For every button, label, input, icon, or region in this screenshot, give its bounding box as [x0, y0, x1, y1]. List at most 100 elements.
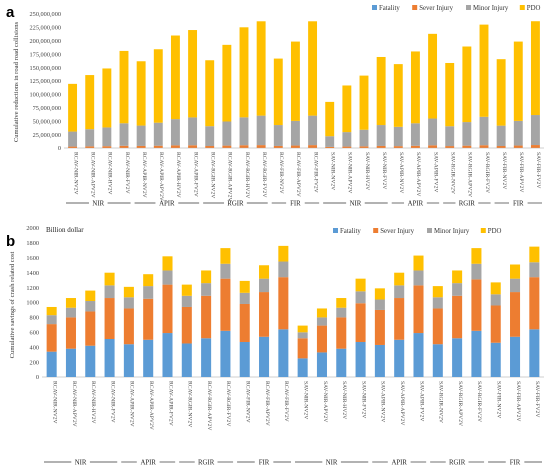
bar-segment	[432, 286, 443, 298]
bar-segment	[394, 272, 405, 286]
category-label: RCAV-NIR-APV2V	[90, 152, 96, 198]
bar-segment	[162, 333, 173, 377]
bar-segment	[205, 126, 215, 147]
y-tick-label: 1800	[26, 240, 39, 247]
category-label: RCAV-FIR-FV2V	[283, 381, 289, 422]
bar-segment	[170, 119, 180, 146]
bar-segment	[205, 60, 215, 127]
group-label: APIR	[408, 200, 424, 207]
bar-segment	[85, 290, 96, 302]
bar-segment	[153, 122, 163, 146]
bar-segment	[102, 146, 112, 148]
bar-segment	[471, 279, 482, 331]
y-tick-label: 125,000,000	[30, 78, 61, 85]
bar-segment	[201, 295, 212, 339]
group-label: RGIR	[459, 200, 476, 207]
bar-segment	[479, 116, 489, 146]
y-tick-label: 100,000,000	[30, 92, 61, 99]
category-label: SAV-RGIR-FV2V	[476, 381, 482, 422]
group-label: FIR	[513, 200, 524, 207]
category-label: RCAV-FIR-APV2V	[264, 381, 270, 426]
bar-segment	[355, 303, 366, 342]
bar-segment	[432, 297, 443, 309]
bar-segment	[510, 336, 521, 377]
bar-segment	[410, 145, 420, 148]
bar-segment	[119, 123, 129, 146]
bar-segment	[201, 338, 212, 377]
group-label: NIR	[92, 200, 104, 207]
group-label: NIR	[326, 459, 338, 466]
y-tick-label: 75,000,000	[33, 105, 61, 112]
legend-label: Fatality	[340, 228, 361, 235]
bar-segment	[162, 270, 173, 285]
bar-segment	[162, 284, 173, 334]
category-label: SAV-NIR-APV2V	[322, 381, 328, 422]
bar-segment	[393, 126, 403, 147]
category-label: RCAV-NIR-FV2V	[124, 152, 130, 194]
bar-segment	[471, 263, 482, 280]
group-label: APIR	[140, 459, 156, 466]
bar-segment	[65, 307, 76, 318]
y-tick-label: 150,000,000	[30, 65, 61, 72]
bar-segment	[239, 27, 249, 118]
bar-segment	[308, 115, 318, 146]
bar-segment	[529, 246, 540, 263]
legend-label: Minor Injury	[434, 228, 470, 235]
legend-label: Minor Injury	[473, 5, 509, 12]
category-label: RCAV-RGIR-APV2V	[206, 381, 212, 430]
bar-segment	[143, 298, 154, 340]
bar-segment	[316, 352, 327, 377]
bar-segment	[445, 126, 455, 147]
y-tick-label: 225,000,000	[30, 25, 61, 32]
bar-segment	[413, 255, 424, 271]
category-label: RCAV-FIR-NV2V	[245, 381, 251, 423]
bar-segment	[529, 262, 540, 278]
panel-label-b: b	[6, 233, 15, 250]
bar-segment	[65, 348, 76, 377]
group-label: FIR	[290, 200, 301, 207]
bar-segment	[413, 285, 424, 334]
bar-segment	[123, 344, 134, 377]
bar-segment	[496, 146, 506, 148]
category-label: RCAV-RGIR-NV2V	[210, 152, 216, 198]
bar-segment	[462, 145, 472, 148]
category-label: SAV-APIR-APV2V	[415, 152, 421, 196]
bar-segment	[68, 131, 78, 147]
bar-segment	[256, 21, 266, 116]
bar-segment	[220, 248, 231, 264]
bar-segment	[259, 265, 270, 279]
legend-swatch	[412, 5, 418, 10]
bar-segment	[452, 270, 463, 284]
bar-segment	[496, 125, 506, 147]
bar-segment	[394, 285, 405, 299]
category-label: SAV-NIR-FV2V	[381, 152, 387, 189]
bar-segment	[181, 284, 192, 296]
bar-segment	[188, 30, 198, 118]
bar-segment	[222, 121, 232, 146]
y-axis-title: Cumulative savings of crash related cost	[9, 251, 16, 358]
bar-segment	[181, 295, 192, 307]
bar-segment	[308, 21, 318, 116]
y-tick-label: 0	[36, 374, 39, 381]
bar-segment	[513, 145, 523, 148]
bar-segment	[188, 145, 198, 148]
bar-segment	[359, 146, 369, 148]
bar-segment	[259, 336, 270, 377]
bar-segment	[220, 330, 231, 377]
group-label: APIR	[391, 459, 407, 466]
category-label: RCAV-APIR-HV2V	[175, 152, 181, 198]
bar-segment	[123, 286, 134, 298]
y-tick-label: 1400	[26, 270, 39, 277]
category-label: SAV-RGIR-NV2V	[450, 152, 456, 194]
bar-segment	[325, 146, 335, 148]
bar-segment	[297, 332, 308, 339]
bar-segment	[239, 145, 249, 148]
bar-segment	[201, 283, 212, 296]
bar-segment	[85, 301, 96, 312]
category-label: RCAV-NIR-FV2V	[109, 381, 115, 423]
legend-label: Sever Injury	[380, 228, 414, 235]
y-tick-label: 1000	[26, 300, 39, 307]
legend-swatch	[373, 228, 379, 233]
bar-segment	[529, 277, 540, 330]
